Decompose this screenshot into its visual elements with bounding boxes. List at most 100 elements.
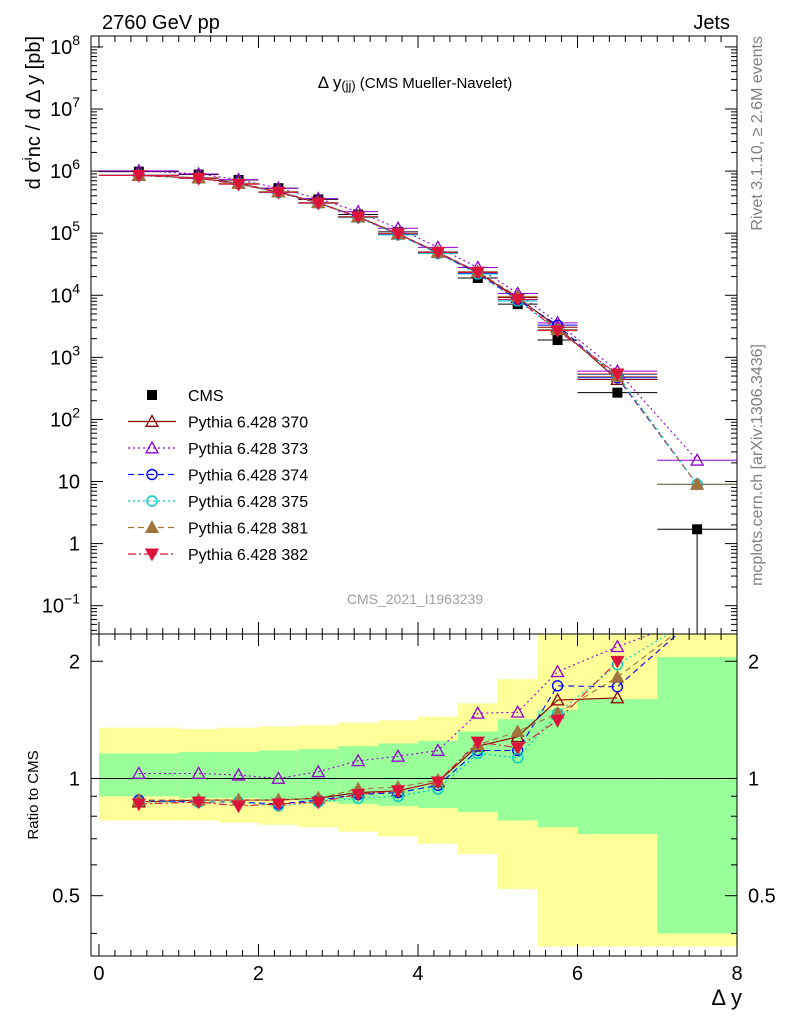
main-ytick-label: 107 <box>50 94 80 121</box>
ratio-ylabel: Ratio to CMS <box>25 750 42 839</box>
main-point <box>271 186 286 200</box>
ratio-point <box>390 748 406 762</box>
ratio-ytick-label-right: 0.5 <box>748 886 776 908</box>
ytick-base: 10 <box>50 409 72 431</box>
main-point <box>690 477 705 490</box>
main-ytick-label: 106 <box>50 156 80 183</box>
ratio-xtick-label: 6 <box>572 963 583 985</box>
ratio-point <box>550 692 565 706</box>
ratio-point <box>510 742 525 755</box>
ytick-base: 10 <box>50 99 72 121</box>
ratio-point <box>510 704 525 718</box>
ratio-frame <box>90 633 738 957</box>
ratio-point <box>271 771 286 784</box>
main-ytick-label: 1 <box>69 534 80 556</box>
ytick-base: 10 <box>50 347 72 369</box>
ratio-point <box>550 714 565 728</box>
legend-item: Pythia 6.428 373 <box>128 440 308 458</box>
main-series-line <box>138 174 698 485</box>
main-point <box>692 524 703 535</box>
inner-band-bin <box>577 699 658 835</box>
inner-band-bin <box>537 709 578 828</box>
legend-marker <box>144 440 160 454</box>
main-point <box>351 211 366 225</box>
legend-item: Pythia 6.428 381 <box>128 520 308 538</box>
ratio-series-1 <box>131 634 653 784</box>
main-point <box>390 228 406 242</box>
main-series-6 <box>98 170 658 382</box>
legend-marker <box>144 548 160 562</box>
ytick-exponent: 6 <box>72 156 80 172</box>
main-point <box>552 335 563 346</box>
header-energy: 2760 GeV pp <box>102 12 220 34</box>
ytick-base: 10 <box>50 37 72 59</box>
ytick-base: 1 <box>69 534 80 556</box>
ytick-exponent: 5 <box>72 218 80 234</box>
main-axis-ticks <box>91 36 738 634</box>
ytick-exponent: −1 <box>64 591 80 607</box>
ratio-point <box>390 785 406 799</box>
legend-marker <box>147 390 157 400</box>
ratio-point <box>430 743 446 756</box>
legend-label: Pythia 6.428 381 <box>188 521 308 538</box>
ratio-ytick-label-right: 1 <box>748 768 759 790</box>
ratio-point <box>191 796 206 810</box>
analysis-watermark: CMS_2021_I1963239 <box>347 591 483 607</box>
ratio-point <box>610 690 625 704</box>
main-point <box>550 325 565 338</box>
ratio-point <box>610 655 625 669</box>
ytick-exponent: 7 <box>72 94 80 110</box>
ratio-point <box>311 796 326 810</box>
inner-band-bin <box>178 751 219 799</box>
legend-marker <box>146 495 158 507</box>
ratio-xtick-label: 0 <box>93 963 104 985</box>
ytick-exponent: 3 <box>72 342 80 358</box>
legend-item: CMS <box>147 388 224 405</box>
legend-item: Pythia 6.428 374 <box>128 468 308 485</box>
main-series-line <box>138 174 618 375</box>
ratio-point <box>231 767 246 781</box>
ratio-point <box>430 776 446 790</box>
main-panel: Δ y(jj) (CMS Mueller-Navelet) d σinc / d … <box>19 32 738 635</box>
main-ytick-label: 105 <box>50 218 80 245</box>
main-series-line <box>138 174 618 380</box>
rivet-label: Rivet 3.1.10, ≥ 2.6M events <box>749 36 766 231</box>
main-series-line <box>138 174 698 485</box>
ratio-point <box>551 680 564 692</box>
ratio-series-5 <box>131 655 625 814</box>
main-series-1 <box>98 168 658 385</box>
legend-label: CMS <box>188 388 224 405</box>
ratio-point <box>271 798 286 812</box>
ratio-point <box>550 664 565 678</box>
ratio-ytick-label-left: 1 <box>69 768 80 790</box>
ytick-exponent: 2 <box>72 404 80 420</box>
ratio-bands <box>98 634 737 947</box>
ytick-base: 10 <box>50 223 72 245</box>
main-point <box>430 246 446 260</box>
main-ylabel: d σinc / d Δ y [pb] <box>19 36 45 189</box>
main-point <box>612 387 623 398</box>
legend-item: Pythia 6.428 382 <box>128 547 308 564</box>
legend-item: Pythia 6.428 370 <box>128 414 308 432</box>
main-ytick-label: 104 <box>50 280 80 307</box>
mcplots-label: mcplots.cern.ch [arXiv:1306.3436] <box>749 344 766 586</box>
main-point <box>470 266 485 280</box>
legend-label: Pythia 6.428 382 <box>188 547 308 564</box>
ratio-point <box>231 800 246 814</box>
legend-label: Pythia 6.428 374 <box>188 468 308 485</box>
ratio-point <box>351 788 366 802</box>
main-series-line <box>138 174 698 485</box>
ratio-point <box>311 764 326 778</box>
main-point <box>311 197 326 211</box>
ytick-base: 10 <box>42 596 64 618</box>
ytick-base: 10 <box>58 472 80 494</box>
inner-band-bin <box>258 750 299 801</box>
ratio-point <box>510 724 525 737</box>
main-point <box>231 178 246 192</box>
main-point <box>191 172 206 186</box>
ratio-point <box>131 798 146 812</box>
main-point <box>610 368 625 382</box>
legend-label: Pythia 6.428 373 <box>188 441 308 458</box>
main-ytick-label: 102 <box>50 404 80 431</box>
